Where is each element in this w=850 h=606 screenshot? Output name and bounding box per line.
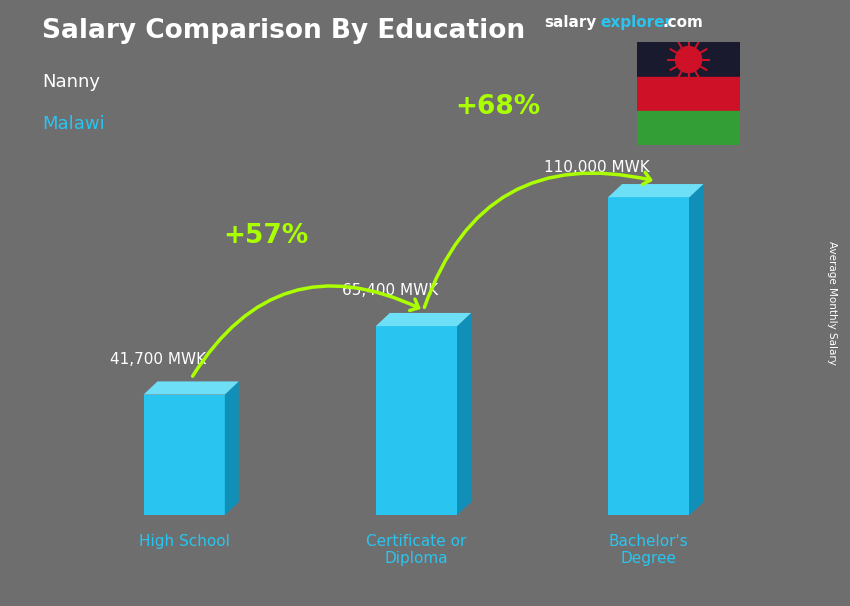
Text: +57%: +57% bbox=[223, 224, 308, 249]
Bar bbox=[637, 42, 740, 77]
Polygon shape bbox=[376, 313, 471, 326]
Polygon shape bbox=[144, 381, 239, 395]
Polygon shape bbox=[689, 184, 704, 515]
Text: explorer: explorer bbox=[600, 15, 672, 30]
Text: Average Monthly Salary: Average Monthly Salary bbox=[827, 241, 837, 365]
Bar bbox=[637, 111, 740, 145]
Polygon shape bbox=[608, 197, 689, 515]
Text: Nanny: Nanny bbox=[42, 73, 100, 91]
Polygon shape bbox=[144, 395, 224, 515]
Circle shape bbox=[676, 47, 701, 73]
Text: +68%: +68% bbox=[456, 95, 541, 121]
Bar bbox=[637, 77, 740, 111]
Text: 41,700 MWK: 41,700 MWK bbox=[110, 352, 206, 367]
Polygon shape bbox=[376, 326, 457, 515]
Text: Malawi: Malawi bbox=[42, 115, 105, 133]
Text: Bachelor's
Degree: Bachelor's Degree bbox=[609, 534, 689, 566]
Text: .com: .com bbox=[663, 15, 704, 30]
Text: Salary Comparison By Education: Salary Comparison By Education bbox=[42, 18, 525, 44]
Text: 110,000 MWK: 110,000 MWK bbox=[544, 161, 650, 175]
Polygon shape bbox=[457, 313, 471, 515]
Text: salary: salary bbox=[544, 15, 597, 30]
Text: 65,400 MWK: 65,400 MWK bbox=[343, 284, 439, 299]
Text: Certificate or
Diploma: Certificate or Diploma bbox=[366, 534, 467, 566]
Polygon shape bbox=[608, 184, 704, 197]
Text: High School: High School bbox=[139, 534, 230, 549]
Polygon shape bbox=[224, 381, 239, 515]
